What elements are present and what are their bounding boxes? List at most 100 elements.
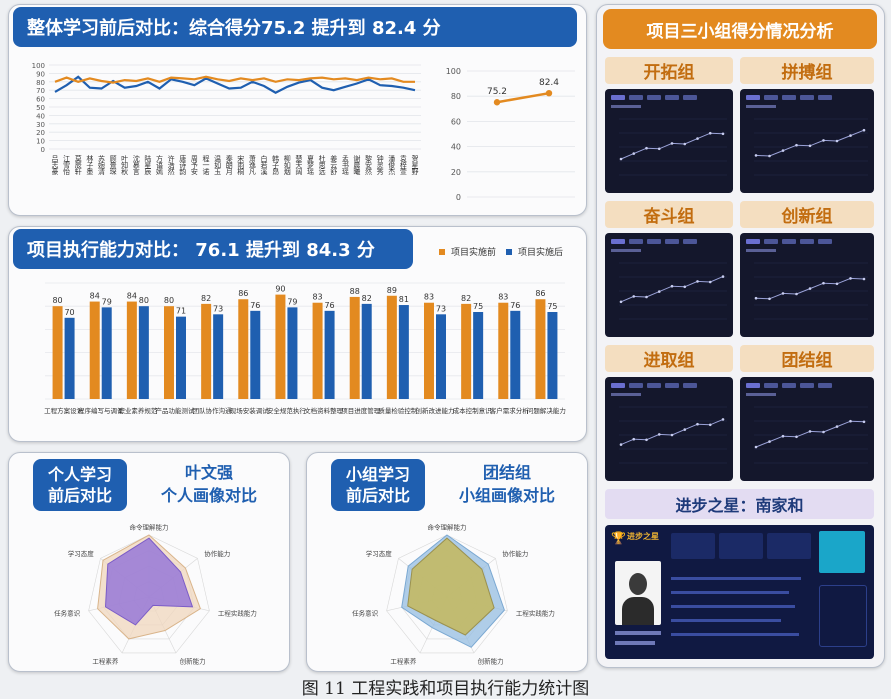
mini-filter-button — [665, 95, 679, 100]
bar — [201, 303, 212, 399]
mini-point — [862, 420, 866, 424]
avatar-body-shape — [622, 597, 654, 625]
bar — [126, 301, 137, 399]
mini-filter-button — [764, 239, 778, 244]
mini-filter-button — [683, 239, 697, 244]
bar-data-label: 73 — [213, 304, 223, 313]
group-subtitle: 小组画像对比 — [458, 486, 555, 505]
x-tick-label: 秦朗月 — [225, 154, 233, 176]
mini-point — [696, 280, 699, 283]
mini-filter-button — [647, 239, 661, 244]
x-tick-label: 姜云舒 — [330, 154, 338, 175]
mini-filter-button — [764, 383, 778, 388]
y-tick-label: 0 — [41, 146, 45, 154]
bar — [498, 302, 509, 399]
mini-filter-button — [647, 383, 661, 388]
summary-data-label: 75.2 — [487, 87, 507, 97]
bar — [312, 302, 323, 399]
y-tick-label: 70 — [36, 87, 45, 95]
group-label-tuanjie: 团结组 — [740, 345, 874, 372]
mini-subtitle-bar — [746, 105, 776, 108]
bar-data-label: 82 — [461, 294, 471, 303]
bar — [547, 312, 558, 399]
mini-point — [683, 142, 687, 146]
x-tick-label: 项目进度管理 — [341, 406, 381, 415]
y-tick-label: 80 — [36, 79, 45, 87]
mini-point — [721, 132, 725, 136]
mini-subtitle-bar — [611, 105, 641, 108]
x-tick-label: 成本控制意识 — [453, 406, 493, 415]
bar — [213, 314, 224, 399]
group-label-chuangxin: 创新组 — [740, 201, 874, 228]
bar — [510, 310, 521, 399]
bar — [398, 305, 409, 399]
y-tick-label: 60 — [451, 117, 461, 126]
group-label-fendou: 奋斗组 — [605, 201, 733, 228]
mini-point — [849, 134, 852, 137]
individual-badge: 个人学习 前后对比 — [33, 459, 127, 511]
legend-after-label: 项目实施前 — [451, 248, 497, 258]
group-title: 团结组 小组画像对比 — [435, 461, 579, 507]
x-tick-label: 唐诗韵 — [179, 154, 187, 176]
group-chart-chuangxin — [740, 233, 874, 337]
bar-row — [671, 633, 799, 636]
x-tick-label: 夏梦瑶 — [306, 155, 314, 176]
radar-grid-ring — [386, 534, 508, 654]
mini-point — [657, 433, 661, 436]
mini-series-line — [755, 420, 865, 448]
mini-filter-button — [611, 95, 625, 100]
x-tick-label: 萧逸凡 — [248, 154, 256, 176]
x-tick-label: 林子墨 — [86, 154, 94, 175]
summary-point — [493, 99, 501, 106]
mini-filter-button — [611, 239, 625, 244]
mini-filter-button — [782, 239, 796, 244]
summary-data-label: 82.4 — [539, 78, 559, 88]
x-tick-label: 孟书瑶 — [341, 154, 349, 176]
mini-point — [657, 290, 661, 293]
group-chart-fendou — [605, 233, 733, 337]
radar-grid-ring — [88, 534, 210, 654]
y-tick-label: 30 — [36, 121, 45, 129]
bar-data-label: 86 — [238, 289, 248, 298]
x-tick-label: 吕志豪 — [51, 155, 59, 175]
x-tick-label: 白若溪 — [260, 154, 268, 176]
bar-data-label: 89 — [387, 286, 397, 295]
mini-subtitle-bar — [611, 249, 641, 252]
legend-after-swatch — [439, 248, 445, 255]
summary-line — [496, 91, 550, 104]
mini-point — [619, 157, 623, 161]
x-tick-label: 现场安装调试 — [230, 406, 270, 415]
bar-row — [671, 577, 801, 580]
mini-point — [808, 430, 812, 433]
bar-data-label: 81 — [399, 295, 409, 304]
bar — [287, 307, 298, 399]
bar-data-label: 90 — [275, 285, 285, 294]
bar — [138, 306, 149, 399]
mini-series-line — [620, 276, 724, 303]
bar-data-label: 71 — [176, 307, 186, 316]
mini-point — [822, 139, 825, 142]
mini-point — [754, 445, 758, 449]
cup-box — [819, 531, 865, 573]
execution-legend: 项目实施前 项目实施后 — [439, 245, 563, 258]
mini-filter-button — [764, 95, 778, 100]
individual-title: 叶文强 个人画像对比 — [137, 461, 281, 507]
mini-point — [645, 295, 648, 299]
mini-filter-button — [746, 239, 760, 244]
x-tick-label: 职业素养规范 — [118, 406, 158, 415]
mini-filter-button — [746, 95, 760, 100]
radar-axis-label: 工程素养 — [92, 657, 119, 666]
bar-data-label: 83 — [424, 293, 434, 302]
mini-filter-button — [800, 383, 814, 388]
radar-series-area — [407, 537, 495, 636]
y-tick-label: 80 — [451, 92, 461, 101]
mini-point — [619, 443, 623, 446]
bar-data-label: 79 — [102, 297, 112, 306]
mini-filter-button — [818, 383, 832, 388]
bar — [436, 314, 446, 399]
mini-filter-button — [800, 95, 814, 100]
mini-point — [619, 300, 623, 304]
mini-filter-button — [818, 95, 832, 100]
